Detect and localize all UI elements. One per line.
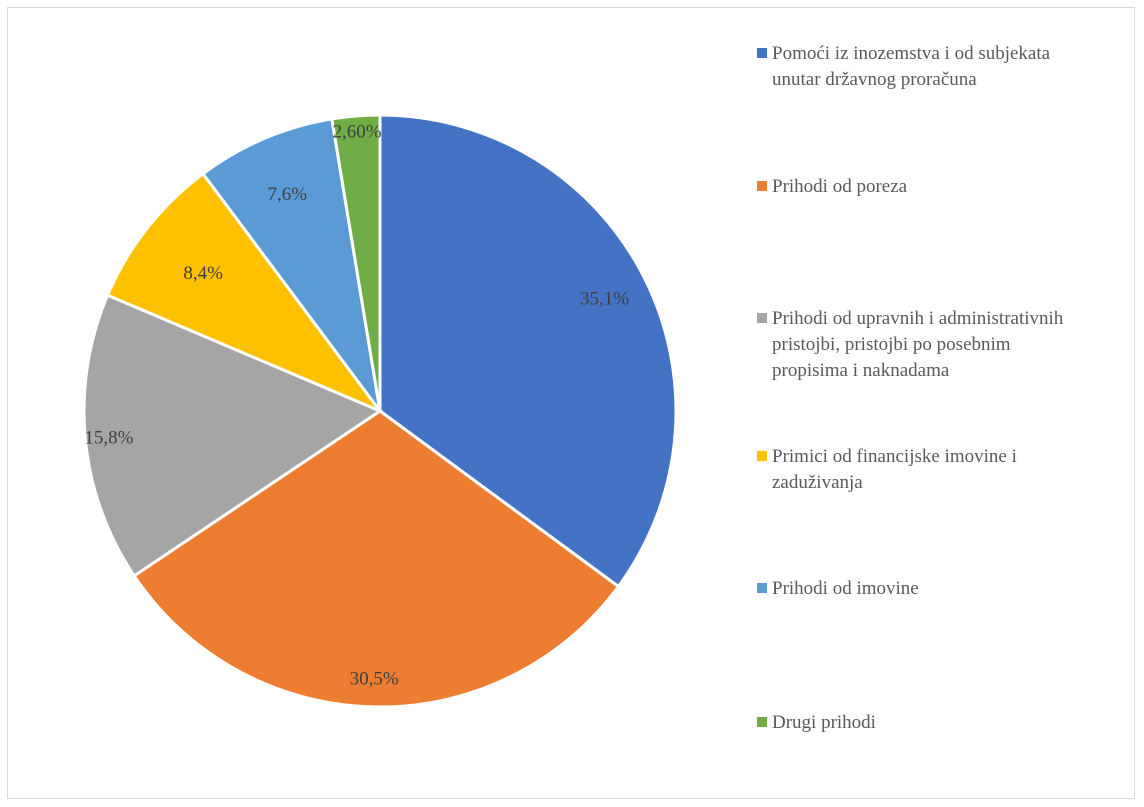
- legend-label-2-line-1: Prihodi od poreza: [772, 176, 908, 197]
- legend-label-4-line-1: Primici od financijske imovine i: [772, 446, 1017, 467]
- legend-swatch-5: [757, 583, 767, 593]
- pie-data-labels: 35,1% 30,5% 15,8% 8,4% 7,6% 2,60%: [84, 122, 629, 690]
- legend-label-5-line-1: Prihodi od imovine: [772, 578, 919, 599]
- pie-slice-4: [105, 171, 385, 415]
- data-label-2: 30,5%: [350, 668, 399, 689]
- data-label-6: 2,60%: [333, 122, 382, 143]
- legend-item-4: Primici od financijske imovine i zaduživa…: [757, 446, 1017, 493]
- legend-swatch-2: [757, 181, 767, 191]
- legend-item-1: Pomoći iz inozemstva i od subjekata unuta…: [757, 43, 1051, 90]
- legend-item-2: Prihodi od poreza: [757, 176, 908, 197]
- legend-label-1-line-1: Pomoći iz inozemstva i od subjekata: [772, 43, 1051, 64]
- data-label-3: 15,8%: [84, 428, 133, 449]
- pie-slice-3: [82, 293, 384, 578]
- pie-slice-5: [200, 117, 382, 412]
- legend-label-3-line-3: propisima i naknadama: [772, 360, 950, 381]
- legend-label-1-line-2: unutar državnog proračuna: [772, 69, 977, 90]
- legend-item-5: Prihodi od imovine: [757, 578, 919, 599]
- data-label-1: 35,1%: [580, 288, 629, 309]
- pie-slice-1: [378, 113, 678, 589]
- data-label-5: 7,6%: [268, 184, 308, 205]
- legend-swatch-3: [757, 313, 767, 323]
- legend-item-3: Prihodi od upravnih i administrativnih pr…: [757, 308, 1064, 381]
- legend-swatch-6: [757, 717, 767, 727]
- data-label-4: 8,4%: [183, 263, 223, 284]
- legend-swatch-1: [757, 48, 767, 58]
- pie-slices: [82, 113, 678, 709]
- legend-label-4-line-2: zaduživanja: [772, 472, 863, 493]
- legend-swatch-4: [757, 451, 767, 461]
- legend: Pomoći iz inozemstva i od subjekata unuta…: [757, 43, 1064, 733]
- pie-slice-2: [132, 409, 621, 709]
- legend-label-3-line-2: pristojbi, pristojbi po posebnim: [772, 334, 1011, 355]
- legend-label-6-line-1: Drugi prihodi: [772, 712, 876, 733]
- legend-label-3-line-1: Prihodi od upravnih i administrativnih: [772, 308, 1064, 329]
- legend-item-6: Drugi prihodi: [757, 712, 876, 733]
- pie-slice-6: [330, 113, 382, 412]
